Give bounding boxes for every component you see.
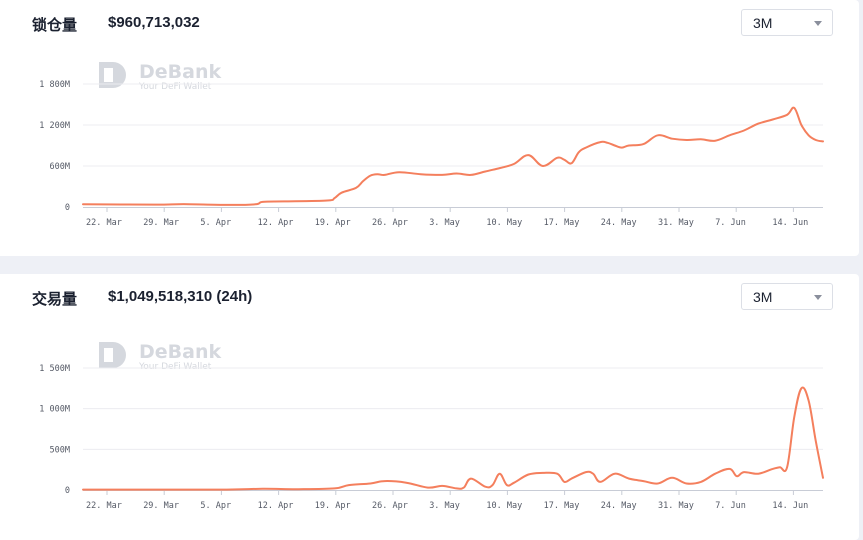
y-tick-label: 500M	[50, 445, 70, 455]
x-tick-label: 22. Mar	[86, 218, 122, 228]
x-tick-label: 7. Jun	[715, 501, 746, 511]
tvl-label: 锁仓量	[32, 16, 78, 34]
chevron-down-icon	[814, 295, 822, 300]
x-tick-label: 17. May	[544, 218, 580, 228]
x-tick-label: 3. May	[429, 501, 460, 511]
x-tick-label: 24. May	[601, 218, 637, 228]
watermark-subtitle: Your DeFi Wallet	[138, 362, 212, 372]
x-tick-label: 10. May	[486, 501, 522, 511]
y-tick-label: 1 200M	[39, 121, 70, 131]
x-tick-label: 29. Mar	[143, 501, 179, 511]
watermark-title: DeBank	[139, 341, 221, 363]
x-tick-label: 24. May	[601, 501, 637, 511]
debank-logo-icon	[99, 342, 126, 368]
chevron-down-icon	[814, 21, 822, 26]
volume-label: 交易量	[32, 290, 78, 308]
y-tick-label: 600M	[50, 162, 70, 172]
x-tick-label: 14. Jun	[772, 218, 808, 228]
tvl-panel: 锁仓量 $960,713,032 3M DeBank Your DeFi Wall…	[0, 0, 859, 256]
volume-panel: 交易量 $1,049,518,310 (24h) 3M DeBank Your D…	[0, 274, 859, 540]
volume-range-value: 3M	[753, 289, 773, 305]
x-tick-label: 12. Apr	[258, 501, 294, 511]
x-tick-label: 19. Apr	[315, 218, 351, 228]
x-tick-label: 29. Mar	[143, 218, 179, 228]
tvl-range-select[interactable]: 3M	[741, 9, 833, 36]
x-tick-label: 31. May	[658, 501, 694, 511]
y-tick-label: 0	[65, 486, 70, 496]
watermark-title: DeBank	[139, 61, 221, 83]
x-tick-label: 5. Apr	[200, 501, 231, 511]
x-tick-label: 26. Apr	[372, 218, 408, 228]
volume-range-select[interactable]: 3M	[741, 283, 833, 310]
tvl-series-line	[82, 106, 824, 206]
tvl-value: $960,713,032	[108, 14, 200, 31]
x-tick-label: 5. Apr	[200, 218, 231, 228]
x-tick-label: 31. May	[658, 218, 694, 228]
x-tick-label: 17. May	[544, 501, 580, 511]
x-tick-label: 7. Jun	[715, 218, 746, 228]
x-tick-label: 10. May	[486, 218, 522, 228]
x-tick-label: 3. May	[429, 218, 460, 228]
x-tick-label: 14. Jun	[772, 501, 808, 511]
tvl-range-value: 3M	[753, 15, 773, 31]
debank-logo-icon	[99, 62, 126, 88]
x-tick-label: 19. Apr	[315, 501, 351, 511]
y-tick-label: 1 500M	[39, 364, 70, 374]
x-tick-label: 12. Apr	[258, 218, 294, 228]
volume-series-line	[82, 386, 824, 491]
y-tick-label: 1 000M	[39, 405, 70, 415]
volume-value: $1,049,518,310 (24h)	[108, 288, 253, 305]
y-tick-label: 1 800M	[39, 80, 70, 90]
x-tick-label: 26. Apr	[372, 501, 408, 511]
x-tick-label: 22. Mar	[86, 501, 122, 511]
y-tick-label: 0	[65, 203, 70, 213]
watermark-subtitle: Your DeFi Wallet	[138, 82, 212, 92]
